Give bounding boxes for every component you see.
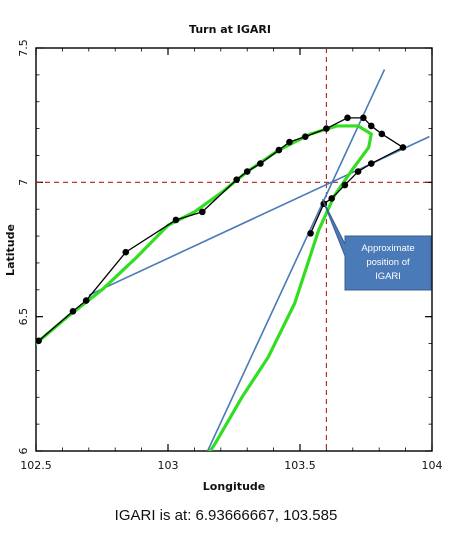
radar-point [341,181,349,189]
radar-point [257,160,264,167]
radar-point [399,144,407,151]
tangent-line [206,69,386,451]
tick-labels: 102.5 103 103.5 104 6 6.5 7 7.5 [17,39,443,472]
igari-callout: Approximate position of IGARI [321,199,432,291]
y-tick-label: 7 [17,179,30,186]
caption: IGARI is at: 6.93666667, 103.585 [114,507,338,524]
radar-point [82,297,90,304]
x-tick-label: 104 [422,459,443,472]
radar-point [367,160,375,167]
callout-text-line: IGARI [375,271,401,282]
radar-point [199,208,206,216]
radar-point [275,146,283,154]
radar-point [301,133,309,140]
x-tick-label: 102.5 [20,459,52,472]
radar-point [323,125,330,132]
axis-ticks [35,47,433,452]
radar-point [378,130,386,138]
y-tick-label: 6 [17,448,30,455]
callout-text-line: position of [366,257,410,268]
y-tick-label: 6.5 [17,308,30,326]
radar-point [367,122,375,130]
x-tick-label: 103.5 [284,459,316,472]
x-tick-label: 103 [158,459,179,472]
x-axis-label: Longitude [203,480,265,493]
radar-point [344,114,351,122]
y-axis-label: Latitude [4,224,17,276]
radar-point [307,230,314,237]
radar-point [360,114,367,122]
radar-point [172,216,180,224]
y-tick-label: 7.5 [17,39,30,57]
radar-point [69,307,77,315]
radar-point [286,138,293,146]
radar-point [36,337,42,345]
radar-point [243,168,251,175]
callout-box [321,199,432,291]
radar-point [122,248,130,256]
radar-point [328,195,335,202]
plot-area: 102.5 103 103.5 104 6 6.5 7 7.5 Approximate posi… [17,39,443,472]
radar-point [354,168,362,175]
series-group [36,114,407,451]
smoothed-track-line [36,124,373,451]
radar-point [233,176,240,183]
callout-text-line: Approximate [361,243,414,254]
plot-inner [36,48,432,451]
chart-title: Turn at IGARI [189,23,271,36]
